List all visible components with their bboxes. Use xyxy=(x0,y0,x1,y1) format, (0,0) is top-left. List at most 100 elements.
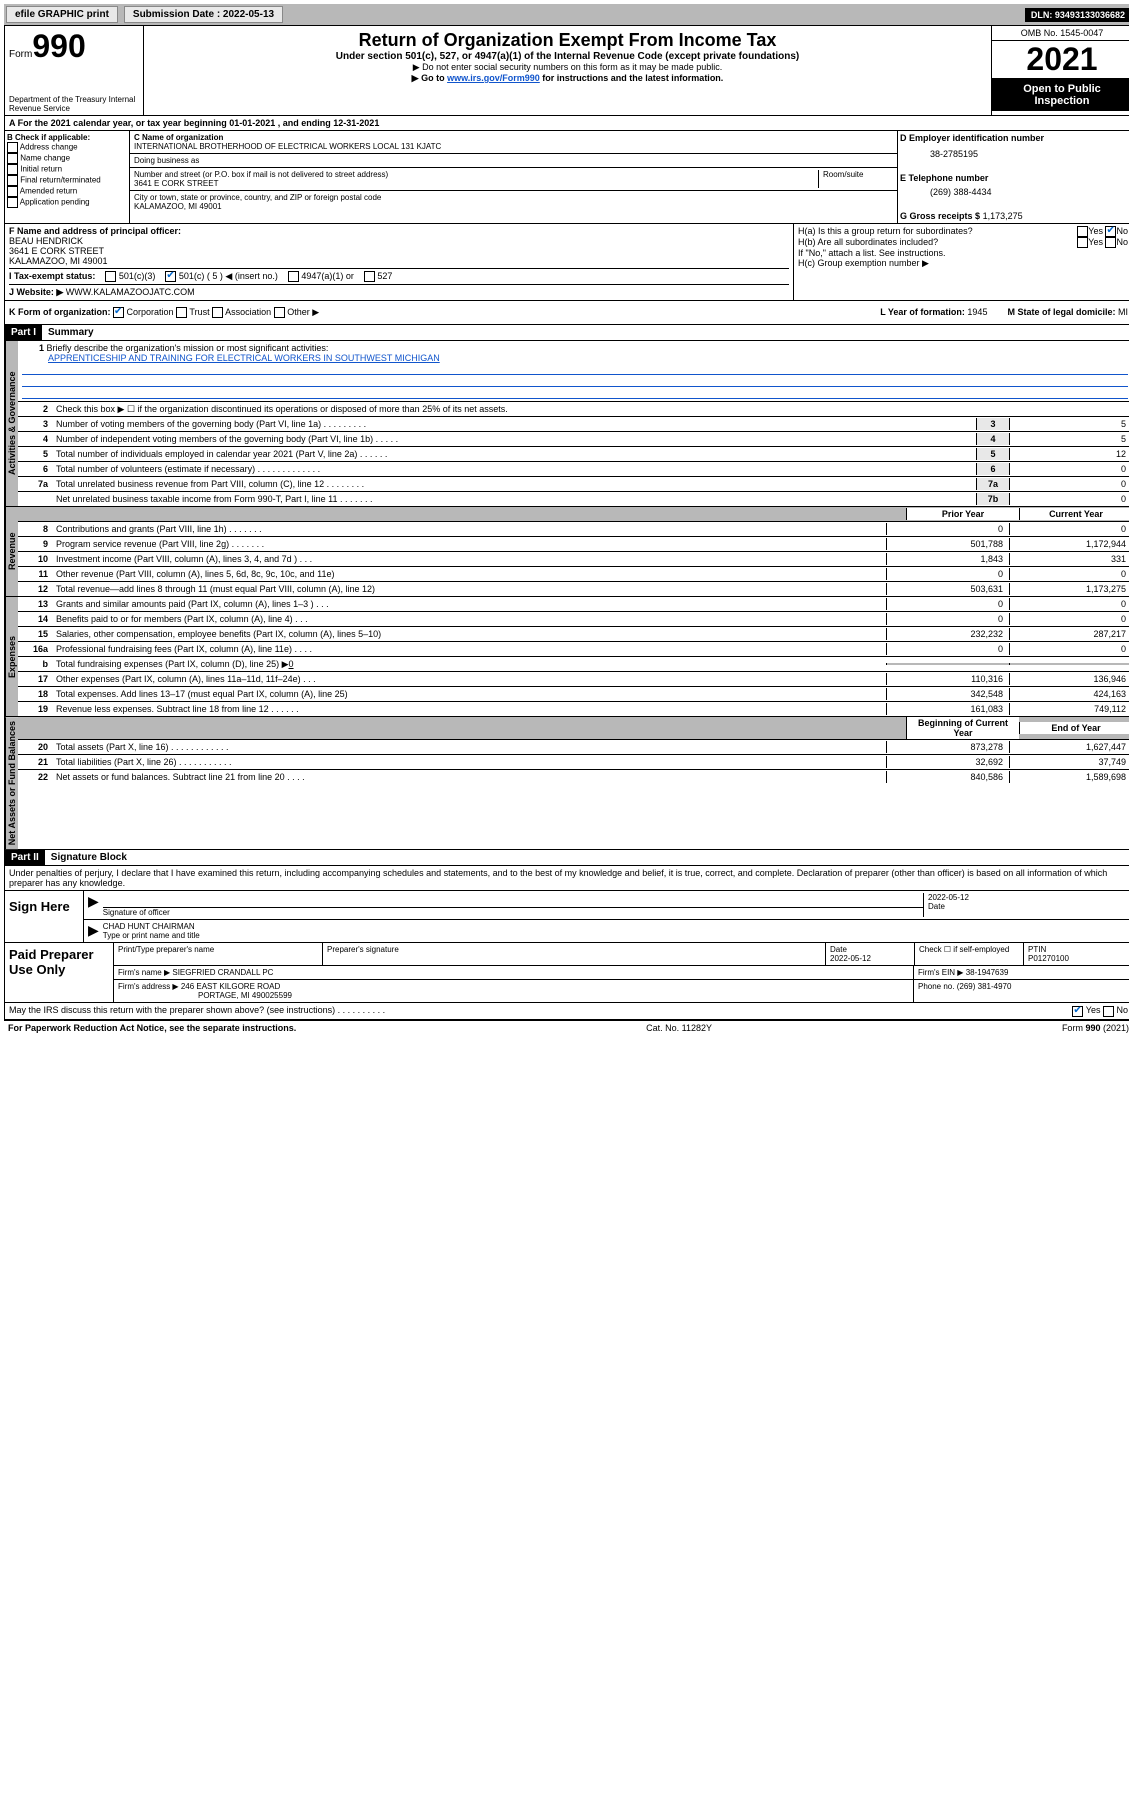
chk-assoc[interactable] xyxy=(212,307,223,318)
vtab-netassets: Net Assets or Fund Balances xyxy=(5,717,18,849)
chk-corp[interactable] xyxy=(113,307,124,318)
chk-other[interactable] xyxy=(274,307,285,318)
form-number: 990 xyxy=(32,28,85,65)
form-word: Form xyxy=(9,49,32,60)
firm-addr2: PORTAGE, MI 490025599 xyxy=(198,991,292,1000)
line5-val: 12 xyxy=(1009,448,1129,460)
chk-amended[interactable] xyxy=(7,186,18,197)
part1-header-row: Part I Summary xyxy=(4,325,1129,341)
period-row: A For the 2021 calendar year, or tax yea… xyxy=(4,116,1129,131)
firm-name: SIEGFRIED CRANDALL PC xyxy=(172,968,273,977)
row-klm: K Form of organization: Corporation Trus… xyxy=(4,301,1129,325)
mission-line xyxy=(22,364,1128,375)
sig-date: 2022-05-12 xyxy=(928,893,1128,902)
form-subtitle: Under section 501(c), 527, or 4947(a)(1)… xyxy=(148,51,987,62)
current-year-hdr: Current Year xyxy=(1019,508,1129,520)
efile-print-button[interactable]: efile GRAPHIC print xyxy=(6,6,118,23)
line7b-text: Net unrelated business taxable income fr… xyxy=(52,493,976,505)
footer: For Paperwork Reduction Act Notice, see … xyxy=(4,1020,1129,1035)
prep-sig-label: Preparer's signature xyxy=(323,943,826,965)
officer-addr1: 3641 E CORK STREET xyxy=(9,246,789,256)
inspection-label: Open to Public Inspection xyxy=(992,79,1129,111)
topbar: efile GRAPHIC print Submission Date : 20… xyxy=(4,4,1129,25)
part2-header-row: Part II Signature Block xyxy=(4,850,1129,866)
chk-4947[interactable] xyxy=(288,271,299,282)
chk-discuss-no[interactable] xyxy=(1103,1006,1114,1017)
state-domicile: MI xyxy=(1118,307,1128,317)
arrow-icon: ▶ xyxy=(88,922,99,940)
hb-label: H(b) Are all subordinates included? xyxy=(798,237,938,248)
box-g-label: G Gross receipts $ xyxy=(900,211,980,221)
hb-note: If "No," attach a list. See instructions… xyxy=(798,248,1128,258)
signature-block: Under penalties of perjury, I declare th… xyxy=(4,866,1129,1019)
firm-phone: (269) 381-4970 xyxy=(957,982,1012,991)
box-d-label: D Employer identification number xyxy=(900,133,1129,143)
officer-addr2: KALAMAZOO, MI 49001 xyxy=(9,256,789,266)
pra-notice: For Paperwork Reduction Act Notice, see … xyxy=(8,1023,296,1033)
submission-date-button[interactable]: Submission Date : 2022-05-13 xyxy=(124,6,283,23)
chk-hb-yes[interactable] xyxy=(1077,237,1088,248)
ein: 38-2785195 xyxy=(930,149,1129,159)
revenue-table: Revenue Prior YearCurrent Year 8Contribu… xyxy=(4,507,1129,597)
ptin: P01270100 xyxy=(1028,954,1069,963)
chk-trust[interactable] xyxy=(176,307,187,318)
eoy-hdr: End of Year xyxy=(1019,722,1129,734)
box-k-label: K Form of organization: xyxy=(9,307,111,317)
phone: (269) 388-4434 xyxy=(930,187,1129,197)
hc-label: H(c) Group exemption number ▶ xyxy=(798,258,1128,269)
part1-hdr: Part I xyxy=(5,325,42,340)
chk-discuss-yes[interactable] xyxy=(1072,1006,1083,1017)
section-bcd: B Check if applicable: Address change Na… xyxy=(4,131,1129,224)
prep-name-label: Print/Type preparer's name xyxy=(114,943,323,965)
chk-ha-yes[interactable] xyxy=(1077,226,1088,237)
box-e-label: E Telephone number xyxy=(900,173,1129,183)
chk-527[interactable] xyxy=(364,271,375,282)
omb-number: OMB No. 1545-0047 xyxy=(992,26,1129,41)
mission-text: APPRENTICESHIP AND TRAINING FOR ELECTRIC… xyxy=(48,353,440,363)
irs-link[interactable]: www.irs.gov/Form990 xyxy=(447,73,540,83)
box-b-label: B Check if applicable: xyxy=(7,133,127,142)
chk-pending[interactable] xyxy=(7,197,18,208)
line3-text: Number of voting members of the governin… xyxy=(52,418,976,430)
boy-hdr: Beginning of Current Year xyxy=(906,717,1019,739)
chk-ha-no[interactable] xyxy=(1105,226,1116,237)
chk-final-return[interactable] xyxy=(7,175,18,186)
box-j-label: J Website: ▶ xyxy=(9,287,63,297)
prior-year-hdr: Prior Year xyxy=(906,508,1019,520)
city-state-zip: KALAMAZOO, MI 49001 xyxy=(134,202,893,211)
vtab-revenue: Revenue xyxy=(5,507,18,596)
firm-addr1: 246 EAST KILGORE ROAD xyxy=(181,982,280,991)
chk-501c3[interactable] xyxy=(105,271,116,282)
line7a-text: Total unrelated business revenue from Pa… xyxy=(52,478,976,490)
form-title: Return of Organization Exempt From Incom… xyxy=(148,30,987,51)
line3-val: 5 xyxy=(1009,418,1129,430)
chk-hb-no[interactable] xyxy=(1105,237,1116,248)
tax-year: 2021 xyxy=(992,41,1129,79)
line2-text: Check this box ▶ ☐ if the organization d… xyxy=(52,403,1129,416)
street-address: 3641 E CORK STREET xyxy=(134,179,818,188)
sign-here-label: Sign Here xyxy=(5,891,84,942)
box-f-label: F Name and address of principal officer: xyxy=(9,226,789,236)
paid-preparer-label: Paid Preparer Use Only xyxy=(5,943,114,1002)
chk-name-change[interactable] xyxy=(7,153,18,164)
discuss-label: May the IRS discuss this return with the… xyxy=(9,1005,385,1016)
org-name: INTERNATIONAL BROTHERHOOD OF ELECTRICAL … xyxy=(134,142,893,151)
line6-val: 0 xyxy=(1009,463,1129,475)
type-name-label: Type or print name and title xyxy=(103,931,1128,940)
box-l-label: L Year of formation: xyxy=(880,307,965,317)
sig-officer-label: Signature of officer xyxy=(103,908,923,917)
officer-typed: CHAD HUNT CHAIRMAN xyxy=(103,922,1128,931)
dln-label: DLN: 93493133036682 xyxy=(1025,8,1129,22)
mission-line xyxy=(22,376,1128,387)
firm-ein: 38-1947639 xyxy=(966,968,1009,977)
section-fh: F Name and address of principal officer:… xyxy=(4,224,1129,301)
date-label: Date xyxy=(928,902,1128,911)
mission-line xyxy=(22,388,1128,399)
chk-address-change[interactable] xyxy=(7,142,18,153)
form-note-link: ▶ Go to www.irs.gov/Form990 for instruct… xyxy=(148,73,987,84)
line4-text: Number of independent voting members of … xyxy=(52,433,976,445)
chk-initial-return[interactable] xyxy=(7,164,18,175)
box-m-label: M State of legal domicile: xyxy=(1007,307,1115,317)
part2-hdr: Part II xyxy=(5,850,45,865)
chk-501c[interactable] xyxy=(165,271,176,282)
